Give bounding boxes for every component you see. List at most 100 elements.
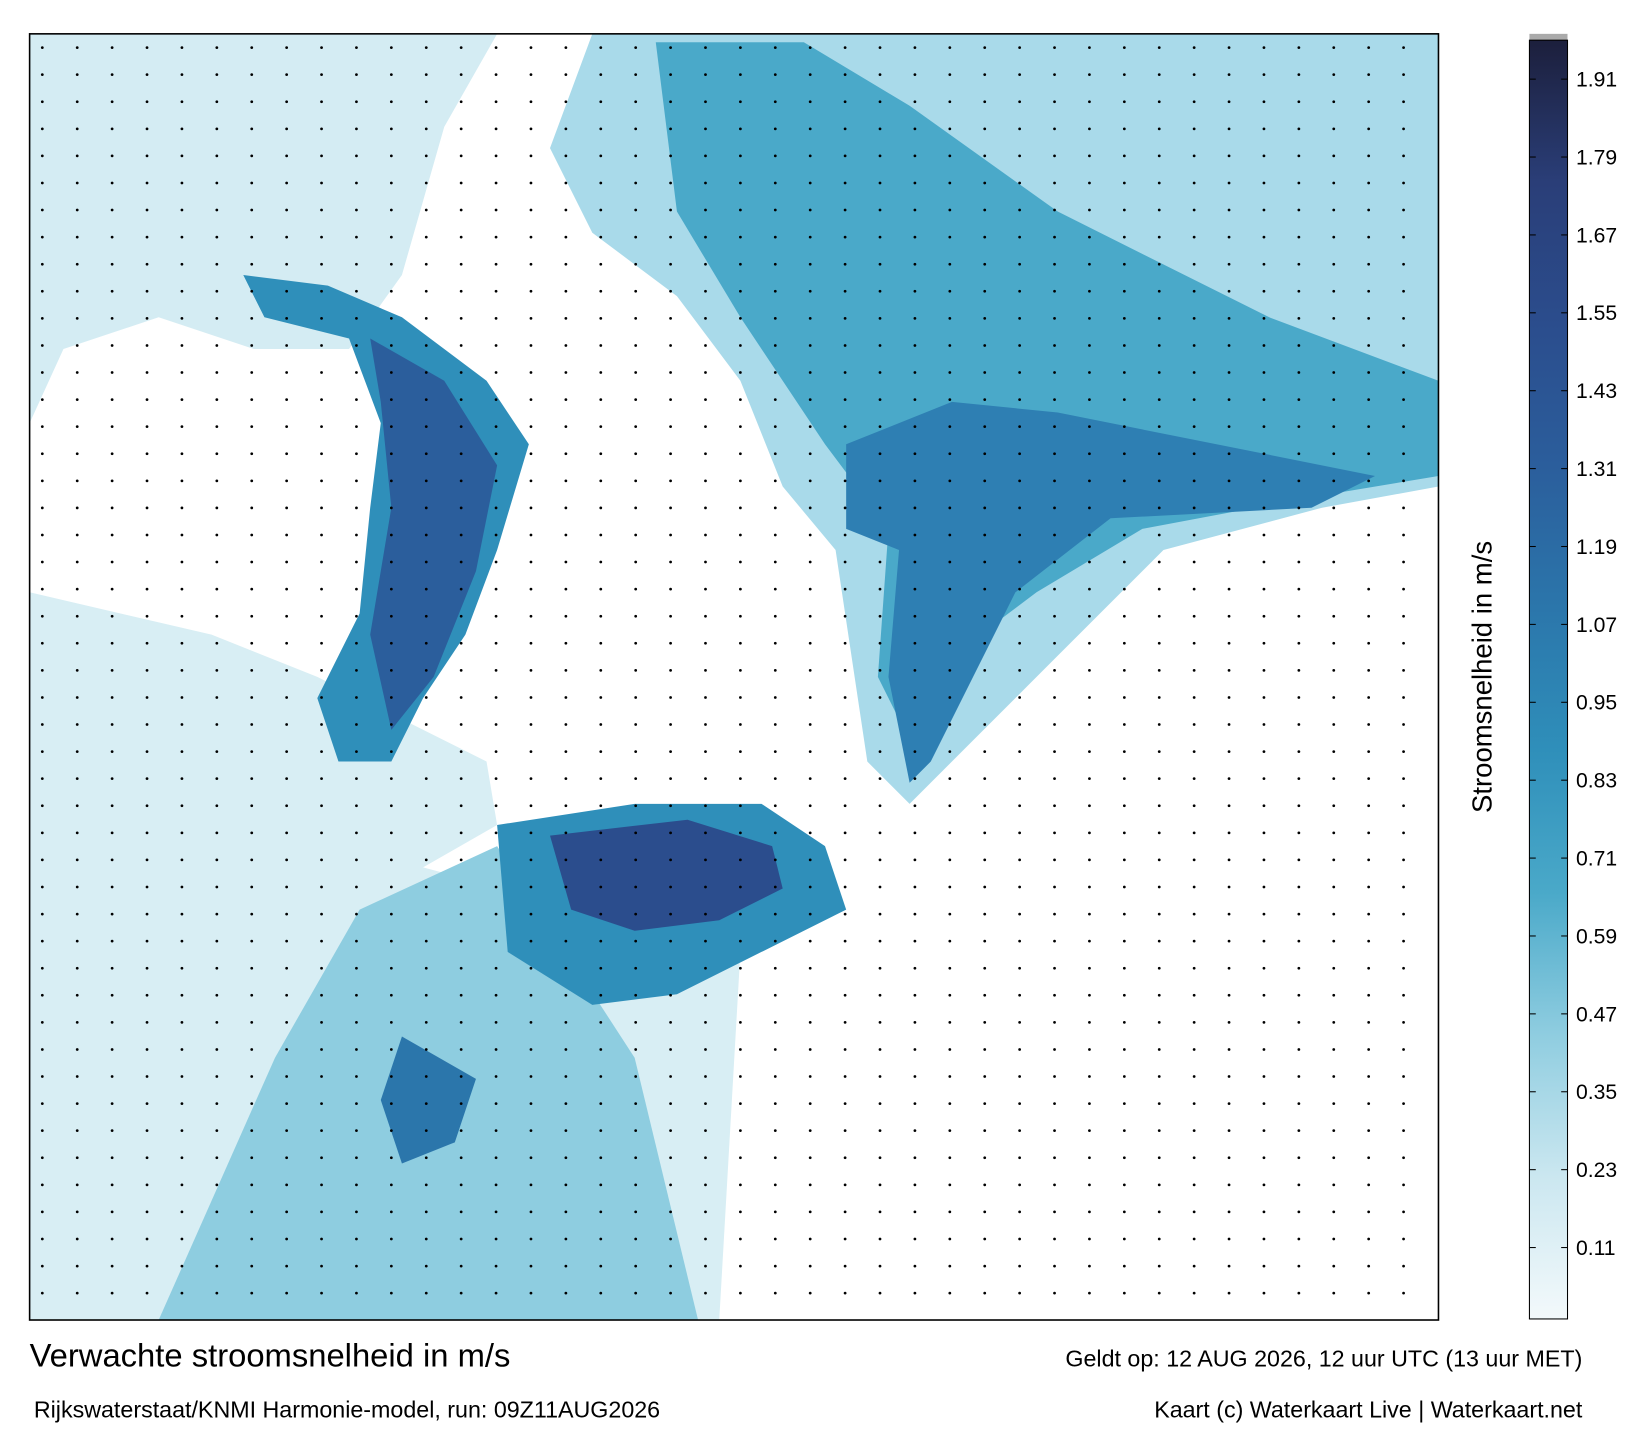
vector-dot <box>704 777 707 781</box>
vector-dot <box>704 1291 707 1295</box>
vector-dot <box>669 425 672 429</box>
vector-dot <box>389 696 393 699</box>
vector-dot <box>1402 668 1405 672</box>
vector-dot <box>75 1020 79 1024</box>
vector-dot <box>599 912 603 916</box>
vector-dot <box>40 533 44 537</box>
vector-dot <box>1227 587 1231 591</box>
vector-dot <box>40 777 44 781</box>
vector-dot <box>983 614 987 618</box>
vector-dot <box>1297 1291 1301 1295</box>
vector-dot <box>983 858 987 862</box>
vector-dot <box>773 262 777 266</box>
vector-dot <box>180 1156 184 1160</box>
vector-dot <box>1402 641 1405 645</box>
vector-dot <box>948 371 952 374</box>
vector-dot <box>40 235 44 239</box>
vector-dot <box>459 587 463 591</box>
vector-dot <box>1227 696 1231 699</box>
vector-dot <box>389 425 393 429</box>
vector-dot <box>669 831 672 835</box>
vector-dot <box>250 127 254 131</box>
vector-dot <box>145 885 149 889</box>
vector-dot <box>494 533 498 537</box>
vector-dot <box>215 100 219 104</box>
vector-dot <box>599 100 603 104</box>
vector-dot <box>669 668 672 672</box>
vector-dot <box>250 993 254 997</box>
vector-dot <box>110 1048 114 1051</box>
vector-dot <box>843 371 847 374</box>
vector-dot <box>1367 398 1371 401</box>
vector-dot <box>459 46 463 49</box>
vector-dot <box>459 777 463 781</box>
vector-dot <box>40 181 44 185</box>
vector-dot <box>983 73 987 77</box>
vector-dot <box>1262 1129 1266 1133</box>
vector-dot <box>1088 1210 1091 1214</box>
vector-dot <box>948 533 952 537</box>
vector-dot <box>878 479 882 483</box>
vector-dot <box>1262 668 1266 672</box>
vector-dot <box>1297 1156 1301 1160</box>
vector-dot <box>1227 533 1231 537</box>
vector-dot <box>424 912 428 916</box>
vector-dot <box>983 1183 987 1187</box>
vector-dot <box>634 696 638 699</box>
vector-dot <box>1053 1291 1056 1295</box>
vector-dot <box>494 371 498 374</box>
vector-dot <box>704 1210 707 1214</box>
vector-dot <box>529 1291 533 1295</box>
vector-dot <box>1262 641 1266 645</box>
vector-dot <box>110 966 114 970</box>
vector-dot <box>110 1210 114 1214</box>
vector-dot <box>1053 831 1056 835</box>
vector-dot <box>40 1264 44 1268</box>
vector-dot <box>704 398 707 401</box>
vector-dot <box>355 262 358 266</box>
vector-dot <box>983 804 987 808</box>
vector-dot <box>1157 777 1161 781</box>
vector-dot <box>1332 289 1336 293</box>
vector-dot <box>773 1129 777 1133</box>
vector-dot <box>1157 100 1161 104</box>
vector-dot <box>1332 1129 1336 1133</box>
vector-dot <box>75 1210 79 1214</box>
vector-dot <box>1053 154 1056 158</box>
vector-dot <box>285 614 289 618</box>
vector-dot <box>983 993 987 997</box>
vector-dot <box>459 804 463 808</box>
vector-dot <box>1332 398 1336 401</box>
vector-dot <box>1367 668 1371 672</box>
vector-dot <box>494 235 498 239</box>
vector-dot <box>1122 1102 1126 1105</box>
vector-dot <box>913 1129 917 1133</box>
vector-dot <box>1088 885 1091 889</box>
vector-dot <box>145 127 149 131</box>
vector-dot <box>215 1237 219 1241</box>
vector-dot <box>1122 587 1126 591</box>
vector-dot <box>180 885 184 889</box>
vector-dot <box>250 939 254 943</box>
vector-dot <box>1262 452 1266 456</box>
vector-dot <box>808 289 812 293</box>
vector-dot <box>843 641 847 645</box>
vector-dot <box>459 723 463 726</box>
vector-dot <box>1402 939 1405 943</box>
vector-dot <box>843 1075 847 1078</box>
vector-dot <box>773 208 777 212</box>
vector-dot <box>75 154 79 158</box>
vector-dot <box>424 1183 428 1187</box>
vector-dot <box>529 1183 533 1187</box>
vector-dot <box>285 533 289 537</box>
vector-dot <box>634 1183 638 1187</box>
vector-dot <box>355 668 358 672</box>
vector-dot <box>634 154 638 158</box>
vector-dot <box>1088 208 1091 212</box>
vector-dot <box>1088 858 1091 862</box>
vector-dot <box>843 1264 847 1268</box>
vector-dot <box>1402 127 1405 131</box>
vector-dot <box>808 371 812 374</box>
vector-dot <box>808 1210 812 1214</box>
vector-dot <box>599 235 603 239</box>
